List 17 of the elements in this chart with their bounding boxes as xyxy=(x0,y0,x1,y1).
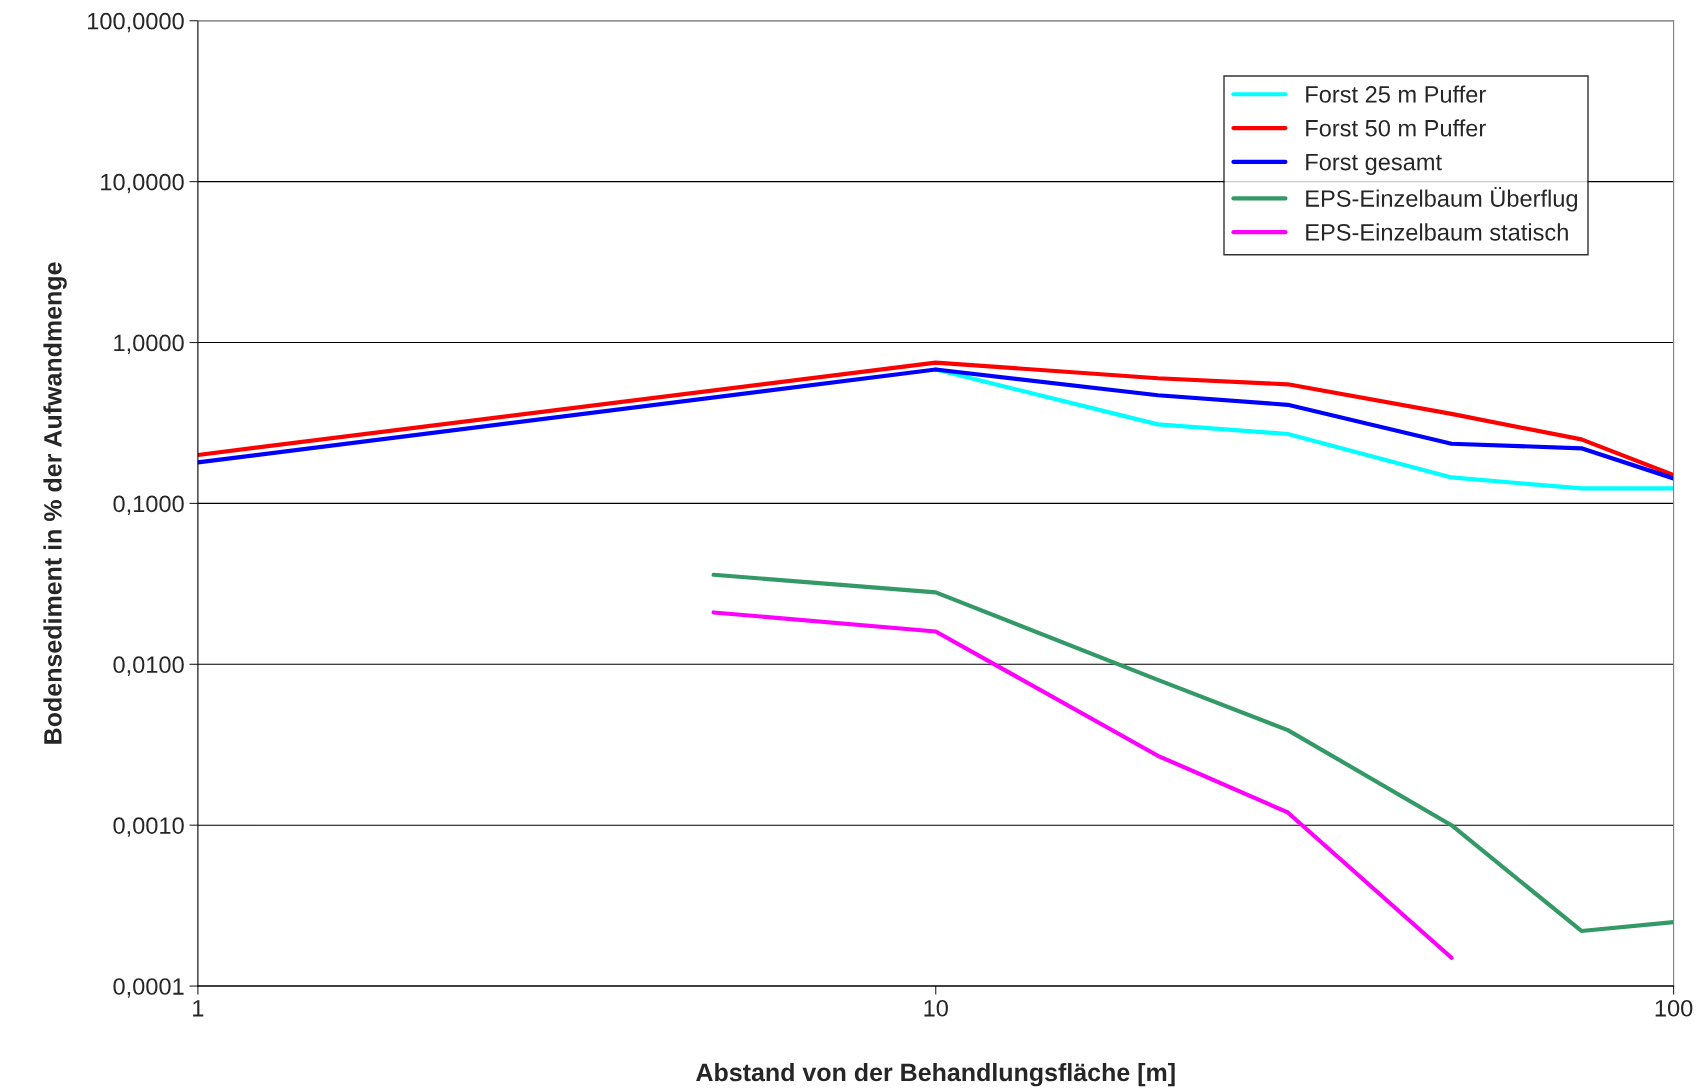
y-tick-label: 10,0000 xyxy=(101,173,184,194)
x-axis-title: Abstand von der Behandlungsfläche [m] xyxy=(696,1062,1175,1087)
legend-label: Forst 25 m Puffer xyxy=(1306,85,1486,103)
legend-label: Forst 50 m Puffer xyxy=(1306,119,1486,137)
y-tick-label: 0,0001 xyxy=(113,978,184,998)
y-tick-label: 0,1000 xyxy=(113,495,184,515)
legend-label: EPS-Einzelbaum Überflug xyxy=(1306,186,1578,212)
y-tick-label: 0,0010 xyxy=(113,817,184,837)
y-tick-label: 100,0000 xyxy=(88,12,184,33)
y-tick-label: 1,0000 xyxy=(114,334,184,355)
y-axis-title: Bodensediment in % der Aufwandmenge xyxy=(43,262,67,744)
legend-label: Forst gesamt xyxy=(1306,153,1442,176)
x-tick-label: 1 xyxy=(193,1000,204,1017)
x-tick-label: 10 xyxy=(924,999,948,1017)
legend-label: EPS-Einzelbaum statisch xyxy=(1306,223,1568,241)
x-tick-label: 100 xyxy=(1655,999,1693,1017)
y-tick-label: 0,0100 xyxy=(113,656,184,676)
